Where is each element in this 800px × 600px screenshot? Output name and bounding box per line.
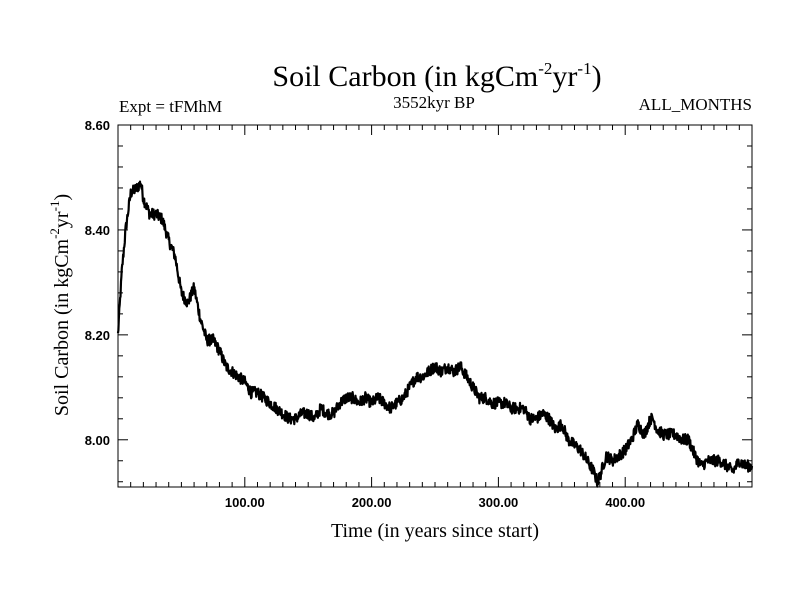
title-sup1: -2 <box>538 59 552 78</box>
title-sup2: -1 <box>577 59 591 78</box>
ylabel-main: Soil Carbon (in kgCm <box>51 238 73 416</box>
x-axis-label: Time (in years since start) <box>331 520 539 542</box>
soil-carbon-series-line <box>116 180 754 488</box>
series-layer <box>116 180 754 488</box>
x-tick-label: 300.00 <box>479 495 519 510</box>
period-label: 3552kyr BP <box>393 93 475 112</box>
ylabel-sup1: -2 <box>47 228 62 239</box>
x-tick-label: 200.00 <box>352 495 392 510</box>
y-tick-label: 8.40 <box>85 223 110 238</box>
months-label: ALL_MONTHS <box>639 95 752 114</box>
title-main: Soil Carbon (in kgCm <box>272 60 538 93</box>
y-tick-label: 8.20 <box>85 328 110 343</box>
y-tick-label: 8.00 <box>85 433 110 448</box>
x-tick-label: 400.00 <box>605 495 645 510</box>
ylabel-end: ) <box>51 194 73 201</box>
y-axis-label: Soil Carbon (in kgCm-2yr-1) <box>47 194 73 416</box>
title-end: ) <box>592 60 602 93</box>
title-mid: yr <box>552 60 577 93</box>
tick-labels: 100.00 200.00 300.00 400.00 8.00 8.20 8.40 8.60 <box>85 118 645 510</box>
experiment-label: Expt = tFMhM <box>119 97 222 116</box>
x-tick-label: 100.00 <box>225 495 265 510</box>
y-tick-label: 8.60 <box>85 118 110 133</box>
ylabel-sup2: -1 <box>47 201 62 212</box>
ylabel-mid: yr <box>51 211 73 228</box>
chart-title: Soil Carbon (in kgCm-2yr-1) <box>272 59 601 93</box>
